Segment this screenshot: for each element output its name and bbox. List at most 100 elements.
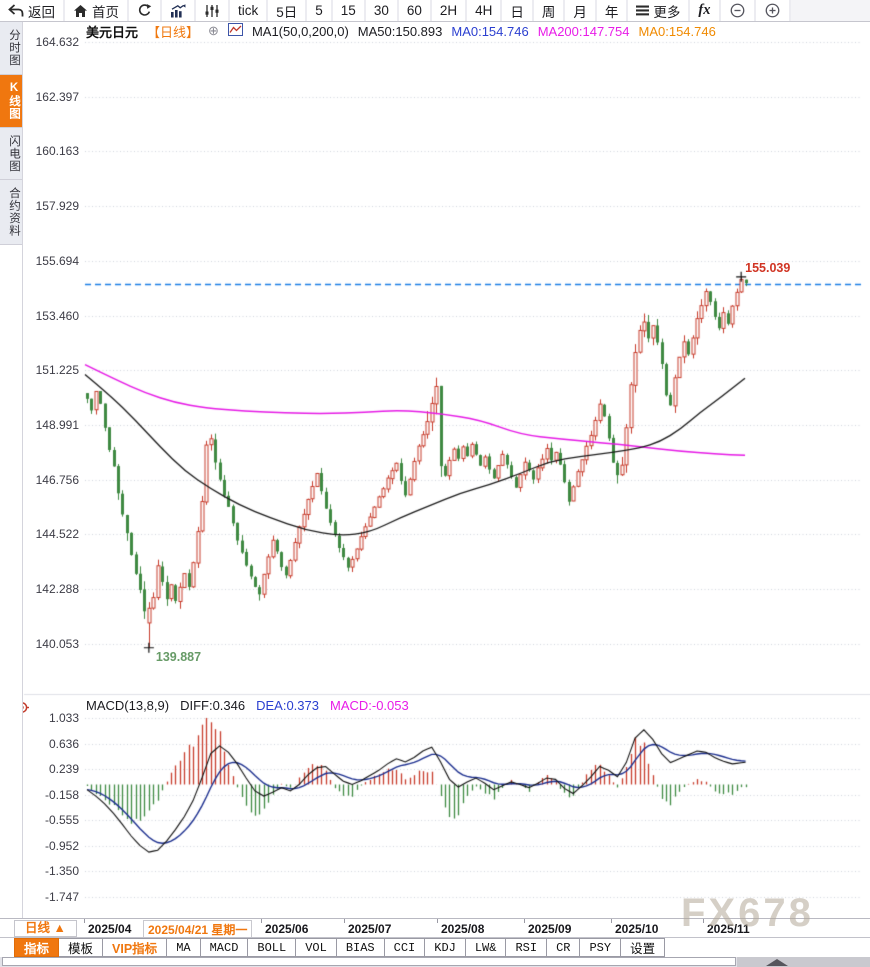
period-tag: 【日线】 (147, 24, 200, 40)
toolbar-button-day[interactable]: 日 (502, 0, 534, 21)
indicator-tab-7[interactable]: BIAS (336, 938, 385, 957)
sliders-icon (204, 4, 220, 18)
home-icon (73, 4, 88, 18)
toolbar-button-more[interactable]: 更多 (628, 0, 691, 21)
high-price-annotation: 155.039 (745, 260, 791, 275)
back-arrow-icon (8, 4, 24, 17)
macd-params: MACD(13,8,9) (86, 698, 170, 713)
indicator-tab-13[interactable]: PSY (580, 938, 622, 957)
toolbar-button-label: 2H (439, 3, 458, 18)
left-sidebar: 分时图 K线图 闪电图 合约资料 (0, 22, 23, 918)
scrollbar-thumb[interactable] (2, 957, 736, 966)
chart-title-row: 美元日元 【日线】 ⊕ MA1(50,0,200,0) MA50:150.893… (86, 23, 716, 40)
toolbar-button-year[interactable]: 年 (596, 0, 629, 21)
toolbar-button-label: 5日 (276, 4, 298, 20)
indicator-tab-11[interactable]: RSI (506, 938, 548, 957)
macd-axis-label: 0.239 (48, 762, 79, 777)
macd-axis-label: -1.350 (44, 864, 79, 879)
sidebar-item-lightning-chart[interactable]: 闪电图 (0, 127, 22, 180)
price-axis-label: 151.225 (35, 363, 79, 378)
refresh-icon (137, 3, 152, 18)
indicator-tab-0[interactable]: 指标 (14, 938, 60, 957)
toolbar-button-label: 首页 (92, 4, 119, 20)
macd-axis-label: -0.555 (44, 813, 79, 828)
x-axis-tick (261, 919, 262, 923)
ma50-value: MA50:150.893 (357, 23, 443, 39)
toolbar-button-tick[interactable]: tick (230, 0, 269, 21)
sidebar-item-kline-chart[interactable]: K线图 (0, 74, 22, 128)
indicator-tab-8[interactable]: CCI (384, 938, 426, 957)
toolbar-button-zoom-in[interactable] (755, 0, 791, 21)
price-axis-label: 140.053 (35, 636, 79, 651)
toolbar-button-2h[interactable]: 2H (431, 0, 468, 21)
price-axis-label: 148.991 (35, 417, 79, 432)
price-axis-label: 164.632 (35, 35, 79, 49)
zoom-out-icon (729, 2, 746, 19)
bar-chart-icon (170, 3, 186, 18)
price-axis-label: 155.694 (35, 253, 79, 268)
indicator-tab-3[interactable]: MA (167, 938, 201, 957)
indicator-tab-4[interactable]: MACD (200, 938, 249, 957)
toolbar-button-4h[interactable]: 4H (467, 0, 503, 21)
toolbar-button-label: fx (698, 2, 711, 18)
toolbar-button-label: 年 (604, 4, 619, 20)
sidebar-item-contract-info[interactable]: 合约资料 (0, 180, 22, 245)
toolbar-button-indicator-sliders[interactable] (196, 0, 230, 21)
price-axis-label: 157.929 (35, 199, 79, 214)
price-axis-label: 162.397 (35, 89, 79, 104)
toolbar-button-fx[interactable]: fx (690, 0, 721, 21)
macd-dea-value: DEA:0.373 (256, 698, 319, 713)
indicator-tab-6[interactable]: VOL (296, 938, 337, 957)
toolbar-button-zoom-out[interactable] (720, 0, 756, 21)
toolbar-button-label: 5 (315, 3, 323, 18)
indicator-tab-5[interactable]: BOLL (248, 938, 297, 957)
sidebar-item-time-chart[interactable]: 分时图 (0, 22, 22, 75)
x-axis-label: 2025/08 (441, 922, 485, 936)
toolbar-button-5d[interactable]: 5日 (268, 0, 308, 21)
x-axis-label: 2025/07 (348, 922, 392, 936)
ma0-orange-value: MA0:154.746 (638, 23, 716, 39)
toolbar-button-label: 15 (340, 3, 356, 18)
toolbar-button-label: 更多 (653, 4, 681, 20)
toolbar-button-5m[interactable]: 5 (307, 0, 333, 21)
indicator-tab-2[interactable]: VIP指标 (103, 938, 168, 957)
toolbar-button-month[interactable]: 月 (565, 0, 597, 21)
x-axis-tick (611, 919, 612, 923)
price-axis-label: 146.756 (35, 472, 79, 487)
x-axis-tick (437, 919, 438, 923)
indicator-tab-1[interactable]: 模板 (59, 938, 104, 957)
toolbar-button-60m[interactable]: 60 (398, 0, 432, 21)
toolbar-button-label: 返回 (28, 4, 55, 20)
x-axis-tick (524, 919, 525, 923)
macd-axis-label: 0.636 (48, 736, 79, 751)
toolbar-button-week[interactable]: 周 (533, 0, 566, 21)
toolbar-button-label: 4H (475, 3, 493, 18)
toolbar-button-15m[interactable]: 15 (332, 0, 366, 21)
add-indicator-icon[interactable]: ⊕ (208, 23, 219, 38)
toolbar-button-refresh[interactable] (129, 0, 162, 21)
x-axis-tick (84, 919, 85, 923)
price-axis-label: 160.163 (35, 144, 79, 159)
panel-expand-triangle-icon[interactable] (766, 959, 788, 966)
toolbar-button-home[interactable]: 首页 (65, 0, 129, 21)
toolbar-button-chart-type[interactable] (162, 0, 196, 21)
indicator-tabs-row: 指标 模板 VIP指标 MA MACD BOLL VOL BIAS CCI KDJ LW& RSI CR… (0, 937, 870, 957)
toolbar-button-label: 30 (373, 3, 389, 18)
mini-kline-icon[interactable] (227, 23, 243, 39)
ma200-value: MA200:147.754 (537, 23, 630, 39)
indicator-tab-14[interactable]: 设置 (621, 938, 666, 957)
period-dropdown-button[interactable]: 日线 ▲ (14, 920, 77, 937)
toolbar-button-label: tick (238, 3, 259, 18)
macd-axis-label: -0.952 (44, 838, 79, 853)
toolbar-button-label: 周 (541, 4, 556, 20)
zoom-in-icon (764, 2, 781, 19)
indicator-tab-12[interactable]: CR (547, 938, 581, 957)
macd-axis-label: -0.158 (44, 787, 79, 802)
toolbar-button-back[interactable]: 返回 (0, 0, 65, 21)
low-price-annotation: 139.887 (155, 649, 202, 664)
indicator-tab-9[interactable]: KDJ (425, 938, 466, 957)
indicator-tab-10[interactable]: LW& (465, 938, 507, 957)
toolbar-button-30m[interactable]: 30 (365, 0, 399, 21)
macd-header: MACD(13,8,9) DIFF:0.346 DEA:0.373 MACD:-… (86, 698, 409, 713)
